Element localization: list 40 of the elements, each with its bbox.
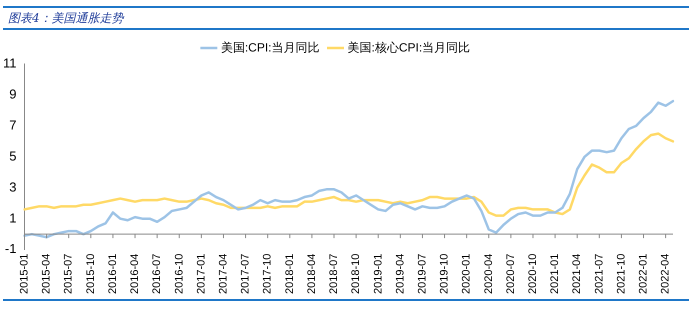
x-tick-label: 2021-10 xyxy=(615,254,628,294)
x-tick-label: 2017-01 xyxy=(195,254,208,294)
x-tick-label: 2022-01 xyxy=(638,254,650,294)
x-tick-label: 2015-01 xyxy=(18,254,31,294)
x-tick-label: 2020-01 xyxy=(460,254,473,294)
x-tick-label: 2016-10 xyxy=(173,254,186,294)
x-tick-label: 2018-01 xyxy=(284,254,296,294)
x-tick-label: 2022-04 xyxy=(660,254,672,294)
y-tick-label: 7 xyxy=(9,117,16,132)
x-tick-label: 2019-04 xyxy=(394,254,406,294)
x-tick-label: 2016-07 xyxy=(151,254,164,294)
x-tick-label: 2020-07 xyxy=(504,254,517,294)
y-tick-label: 1 xyxy=(9,210,16,226)
y-tick-label: 9 xyxy=(9,86,16,102)
x-tick-label: 2017-04 xyxy=(218,254,230,294)
y-tick-label: 11 xyxy=(2,56,16,71)
x-tick-label: 2017-10 xyxy=(262,254,274,294)
x-tick-label: 2016-01 xyxy=(106,254,119,294)
x-tick-label: 2021-04 xyxy=(571,254,584,294)
x-tick-label: 2015-07 xyxy=(62,254,75,294)
x-tick-label: 2020-04 xyxy=(482,254,495,294)
x-tick-label: 2018-07 xyxy=(328,254,340,294)
x-tick-label: 2016-04 xyxy=(129,254,142,294)
y-tick-label: -1 xyxy=(4,241,16,256)
x-tick-label: 2017-07 xyxy=(240,254,252,294)
chart-title: 图表4：美国通胀走势 xyxy=(3,6,689,30)
x-tick-label: 2015-04 xyxy=(40,254,53,294)
x-tick-label: 2019-07 xyxy=(416,254,428,294)
x-tick-label: 2015-10 xyxy=(84,254,97,294)
y-tick-label: 5 xyxy=(9,148,16,164)
x-tick-label: 2019-01 xyxy=(372,254,384,294)
x-tick-label: 2018-04 xyxy=(306,254,318,294)
legend-label: 美国:CPI:当月同比 xyxy=(220,40,320,54)
x-tick-label: 2020-10 xyxy=(527,254,540,294)
y-tick-label: 3 xyxy=(9,179,16,194)
x-tick-label: 2019-10 xyxy=(438,254,451,294)
legend-label: 美国:核心CPI:当月同比 xyxy=(348,40,470,54)
x-tick-label: 2018-10 xyxy=(350,254,362,294)
x-tick-label: 2021-01 xyxy=(549,254,562,294)
x-tick-label: 2021-07 xyxy=(593,254,606,294)
